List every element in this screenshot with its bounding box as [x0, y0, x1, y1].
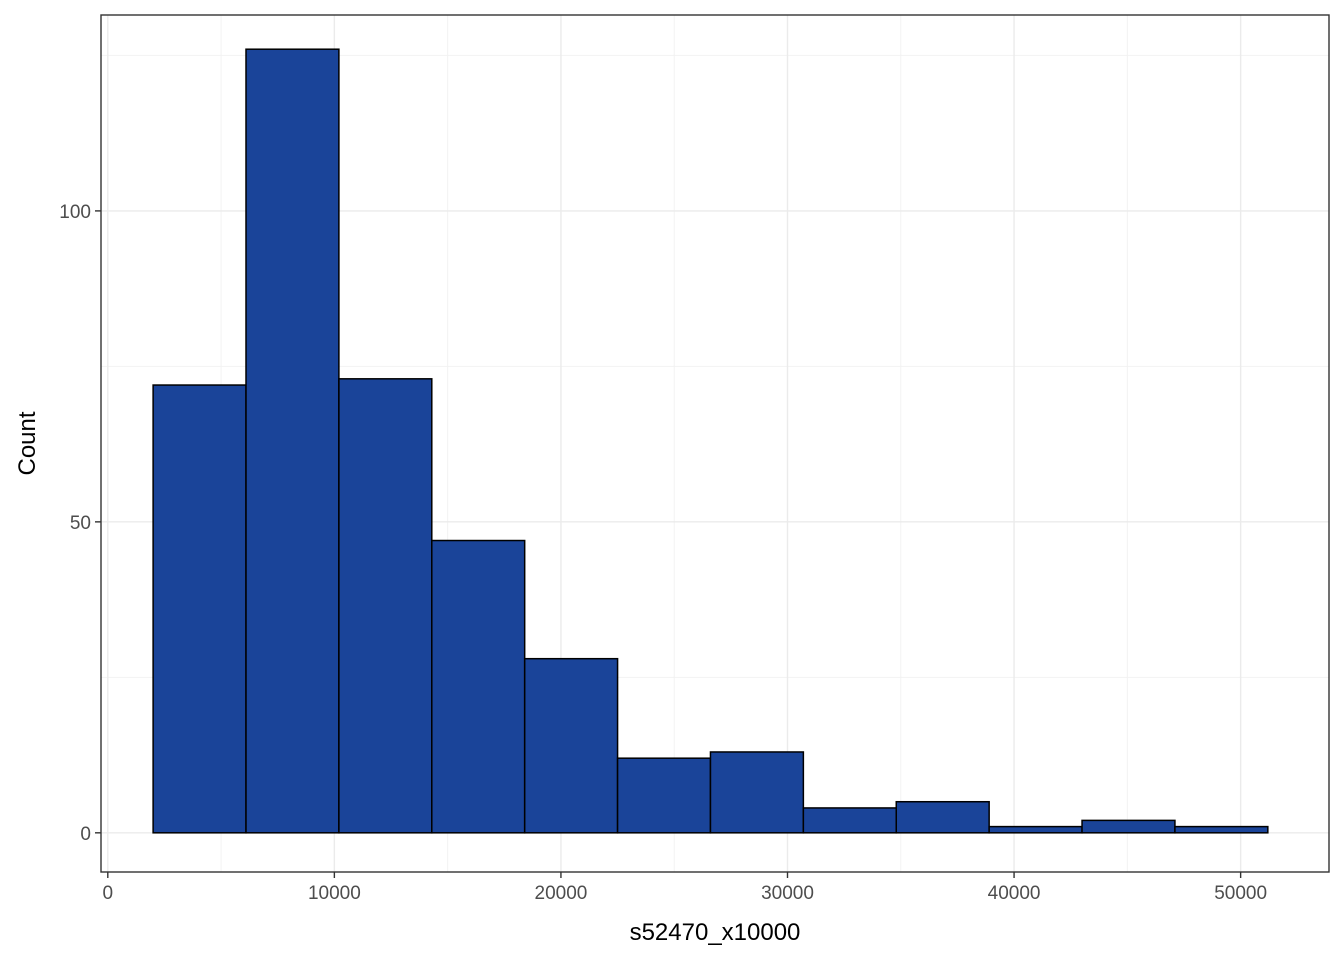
x-axis-title: s52470_x10000 [630, 919, 801, 946]
histogram-bar-7 [709, 751, 805, 834]
panel-border [100, 14, 1330, 873]
x-tick-label: 0 [103, 883, 114, 904]
histogram-bar-11 [1081, 819, 1176, 834]
histogram-bar-3 [338, 378, 433, 834]
histogram-bar-9 [895, 800, 990, 834]
histogram-bar-1 [152, 384, 247, 834]
histogram-bars [152, 48, 1269, 834]
x-tick-label: 40000 [988, 883, 1041, 904]
x-tick-label: 30000 [761, 883, 814, 904]
histogram-bar-2 [245, 48, 340, 834]
x-axis-ticks: 0 10000 20000 30000 40000 50000 [103, 872, 1267, 904]
histogram-bar-10 [988, 825, 1083, 834]
histogram-bar-4 [431, 539, 526, 834]
histogram-bar-6 [616, 757, 712, 834]
y-axis-ticks: 0 50 100 [59, 202, 101, 845]
histogram-bar-5 [523, 657, 619, 834]
x-tick-label: 20000 [535, 883, 588, 904]
y-tick-label: 100 [59, 202, 91, 223]
y-tick-label: 50 [70, 513, 91, 534]
x-tick-label: 10000 [308, 883, 361, 904]
y-tick-label: 0 [80, 824, 91, 845]
histogram-bar-8 [802, 807, 898, 834]
x-tick-label: 50000 [1214, 883, 1267, 904]
histogram-bar-12 [1174, 825, 1269, 834]
y-axis-title: Count [14, 411, 41, 475]
